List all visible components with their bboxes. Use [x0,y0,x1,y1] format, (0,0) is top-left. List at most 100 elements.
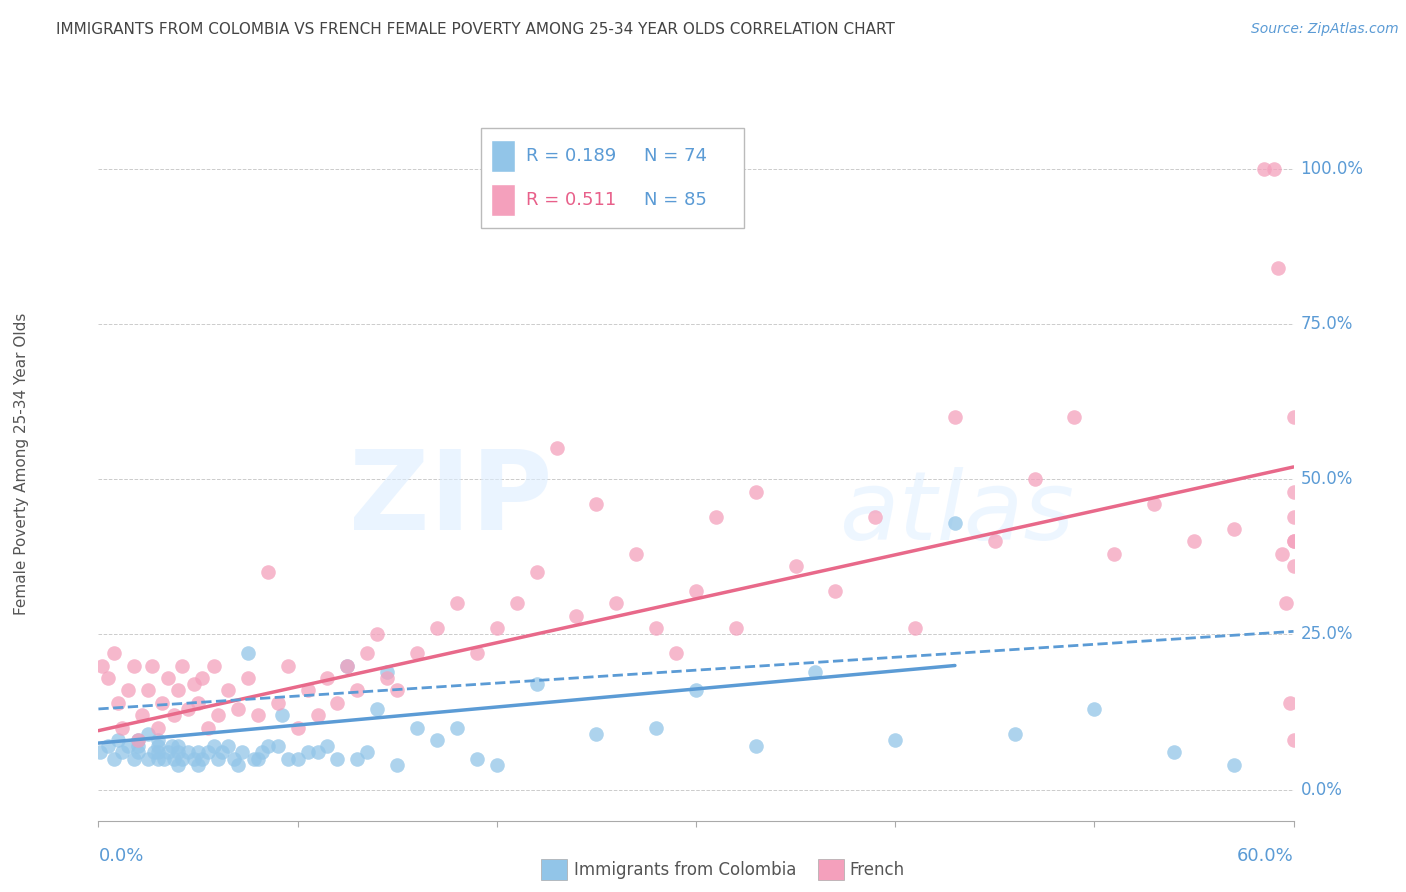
Point [307,708,329,723]
Text: ZIP: ZIP [349,446,553,553]
Point [153,751,176,765]
Point [385,683,409,698]
Point [287,751,309,765]
Point [148,739,170,754]
Point [124,658,146,673]
Text: N = 85: N = 85 [644,192,707,210]
Point [103,646,125,660]
Point [426,621,449,635]
Point [336,658,359,673]
Text: 100.0%: 100.0% [1301,160,1364,178]
Point [904,621,927,635]
Point [745,739,768,754]
Point [141,658,163,673]
Point [157,745,180,759]
Point [1083,702,1105,716]
Point [91,658,114,673]
Point [107,733,129,747]
Point [191,671,214,685]
Point [1253,162,1275,177]
Point [256,739,278,754]
Point [485,757,508,772]
Point [172,658,194,673]
Point [246,708,269,723]
Point [645,721,668,735]
Point [446,597,468,611]
Point [1282,509,1305,524]
Text: R = 0.189: R = 0.189 [526,147,616,165]
Text: Source: ZipAtlas.com: Source: ZipAtlas.com [1251,22,1399,37]
Point [546,442,568,456]
Point [270,708,292,723]
Point [685,584,707,599]
Point [1222,522,1246,536]
Point [1282,534,1305,549]
Point [183,677,205,691]
Point [356,646,378,660]
Point [177,702,200,716]
Text: 0.0%: 0.0% [98,847,143,865]
Point [565,608,588,623]
Point [1004,727,1026,741]
Point [187,696,209,710]
Point [124,751,146,765]
Point [307,745,329,759]
Point [217,739,239,754]
Point [226,757,249,772]
Point [246,751,269,765]
Point [426,733,449,747]
Point [346,683,368,698]
Point [465,646,488,660]
Point [131,708,153,723]
Point [506,597,529,611]
Point [1182,534,1205,549]
Point [127,733,149,747]
Text: Female Poverty Among 25-34 Year Olds: Female Poverty Among 25-34 Year Olds [14,313,28,615]
Point [111,745,134,759]
Text: atlas: atlas [839,467,1074,560]
Point [250,745,273,759]
Point [163,708,186,723]
Point [202,658,225,673]
Point [406,646,429,660]
Point [1274,597,1296,611]
Point [724,621,747,635]
Point [117,683,139,698]
Point [804,665,827,679]
Point [183,751,205,765]
Point [745,484,768,499]
Point [645,621,668,635]
Point [231,745,253,759]
Point [446,721,468,735]
Point [1024,472,1046,486]
Point [297,683,319,698]
Point [160,739,183,754]
Point [316,671,339,685]
Point [148,721,170,735]
Point [202,739,225,754]
Point [375,665,398,679]
Point [326,696,349,710]
Text: N = 74: N = 74 [644,147,707,165]
Point [243,751,266,765]
Point [366,627,388,641]
Point [89,745,111,759]
Point [1163,745,1185,759]
Point [157,671,180,685]
Point [287,721,309,735]
Point [1271,547,1294,561]
Point [107,696,129,710]
Point [943,516,966,530]
Point [1282,733,1305,747]
Point [665,646,688,660]
Point [136,683,159,698]
Point [277,658,299,673]
Point [297,745,319,759]
Point [127,733,149,747]
Point [366,702,388,716]
Point [211,745,233,759]
Point [385,757,409,772]
Point [177,745,200,759]
Point [97,671,120,685]
Text: 60.0%: 60.0% [1237,847,1294,865]
